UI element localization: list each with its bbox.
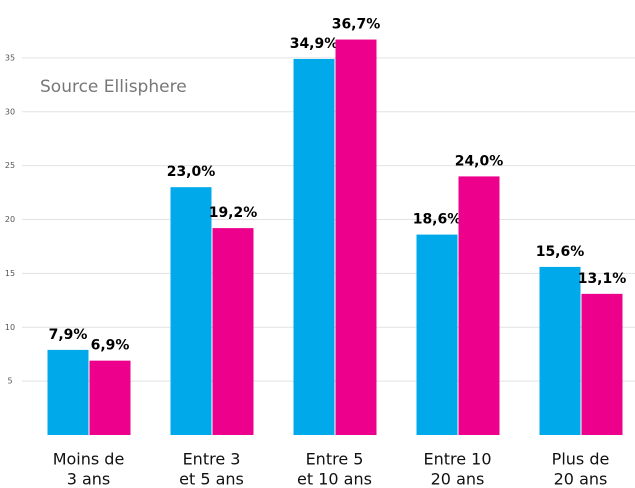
bar bbox=[335, 39, 377, 436]
x-tick-label: et 5 ans bbox=[179, 470, 244, 488]
value-label: 15,6% bbox=[536, 244, 585, 260]
value-label: 6,9% bbox=[91, 338, 130, 354]
y-tick-label: 20 bbox=[5, 215, 15, 224]
x-tick-label: 20 ans bbox=[554, 470, 608, 488]
x-tick-label: 3 ans bbox=[67, 470, 111, 488]
bar bbox=[89, 360, 131, 435]
x-tick-label: Entre 3 bbox=[183, 450, 241, 469]
y-tick-label: 15 bbox=[5, 269, 15, 278]
x-tick-label: Plus de bbox=[552, 450, 610, 469]
bar bbox=[581, 293, 623, 435]
value-label: 19,2% bbox=[209, 205, 258, 221]
y-tick-label: 30 bbox=[5, 107, 15, 116]
bar bbox=[416, 234, 458, 435]
x-tick-label: Moins de bbox=[53, 450, 125, 469]
x-tick-label: Entre 10 bbox=[423, 450, 491, 469]
bar bbox=[170, 187, 212, 435]
bar bbox=[458, 176, 500, 435]
value-label: 24,0% bbox=[455, 153, 504, 169]
bar bbox=[539, 266, 581, 435]
bar bbox=[293, 58, 335, 435]
x-tick-label: Entre 5 bbox=[306, 450, 364, 469]
value-label: 23,0% bbox=[167, 164, 216, 180]
y-tick-label: 5 bbox=[7, 377, 12, 386]
y-tick-label: 25 bbox=[5, 161, 15, 170]
value-label: 7,9% bbox=[49, 327, 88, 343]
bar bbox=[47, 349, 89, 435]
annotation: Source Ellisphere bbox=[40, 77, 187, 97]
value-label: 36,7% bbox=[332, 17, 381, 33]
y-tick-label: 35 bbox=[5, 53, 15, 62]
value-label: 34,9% bbox=[290, 36, 339, 52]
x-tick-label: et 10 ans bbox=[297, 470, 372, 488]
value-label: 13,1% bbox=[578, 271, 627, 287]
bar bbox=[212, 228, 254, 435]
value-label: 18,6% bbox=[413, 212, 462, 228]
y-tick-label: 10 bbox=[5, 323, 15, 332]
x-tick-label: 20 ans bbox=[431, 470, 485, 488]
